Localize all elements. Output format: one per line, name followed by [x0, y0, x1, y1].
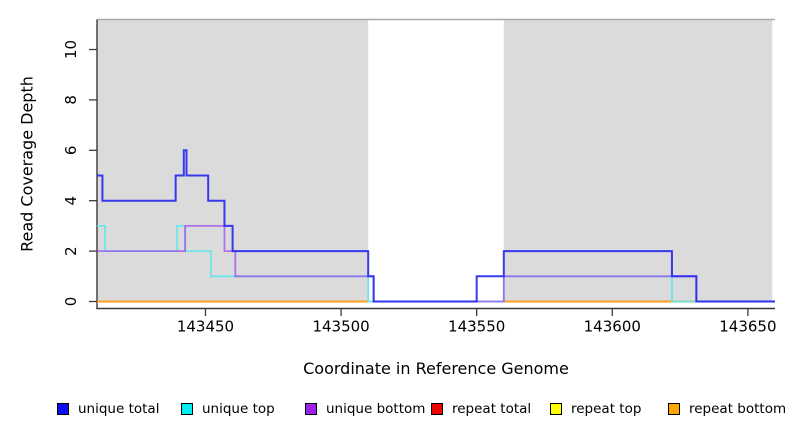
legend-item-repeat-bottom: repeat bottom	[668, 397, 786, 421]
repeat-region-rect	[97, 19, 369, 303]
x-tick-label: 143450	[177, 318, 234, 336]
x-axis-title: Coordinate in Reference Genome	[303, 359, 569, 378]
y-tick-label: 2	[62, 246, 80, 256]
repeat-region-rect	[503, 19, 773, 303]
legend-label: repeat top	[571, 401, 642, 417]
legend: unique total unique top unique bottom repea…	[0, 397, 792, 423]
x-tick-label: 143600	[584, 318, 641, 336]
legend-swatch-icon	[57, 403, 69, 415]
legend-swatch-icon	[181, 403, 193, 415]
x-tick-label: 143550	[448, 318, 505, 336]
y-tick-label: 4	[62, 196, 80, 206]
legend-item-unique-total: unique total	[57, 397, 159, 421]
y-tick-label: 6	[62, 146, 80, 156]
legend-swatch-icon	[668, 403, 680, 415]
legend-label: repeat total	[452, 401, 532, 417]
y-tick-label: 0	[62, 297, 80, 307]
legend-item-repeat-top: repeat top	[550, 397, 641, 421]
series-line-unique-total	[97, 149, 775, 303]
legend-item-repeat-total: repeat total	[431, 397, 531, 421]
legend-label: repeat bottom	[689, 401, 787, 417]
legend-item-unique-bottom: unique bottom	[305, 397, 425, 421]
legend-label: unique bottom	[326, 401, 426, 417]
y-tick-label: 10	[62, 40, 80, 59]
series-line-unique-bottom	[97, 225, 775, 303]
x-tick-label: 143500	[312, 318, 369, 336]
legend-label: unique top	[202, 401, 275, 417]
legend-label: unique total	[78, 401, 160, 417]
legend-swatch-icon	[550, 403, 562, 415]
legend-swatch-icon	[431, 403, 443, 415]
legend-swatch-icon	[305, 403, 317, 415]
y-tick-label: 8	[62, 95, 80, 105]
x-tick-label: 143650	[719, 318, 776, 336]
legend-item-unique-top: unique top	[181, 397, 275, 421]
y-axis-title: Read Coverage Depth	[17, 76, 37, 252]
